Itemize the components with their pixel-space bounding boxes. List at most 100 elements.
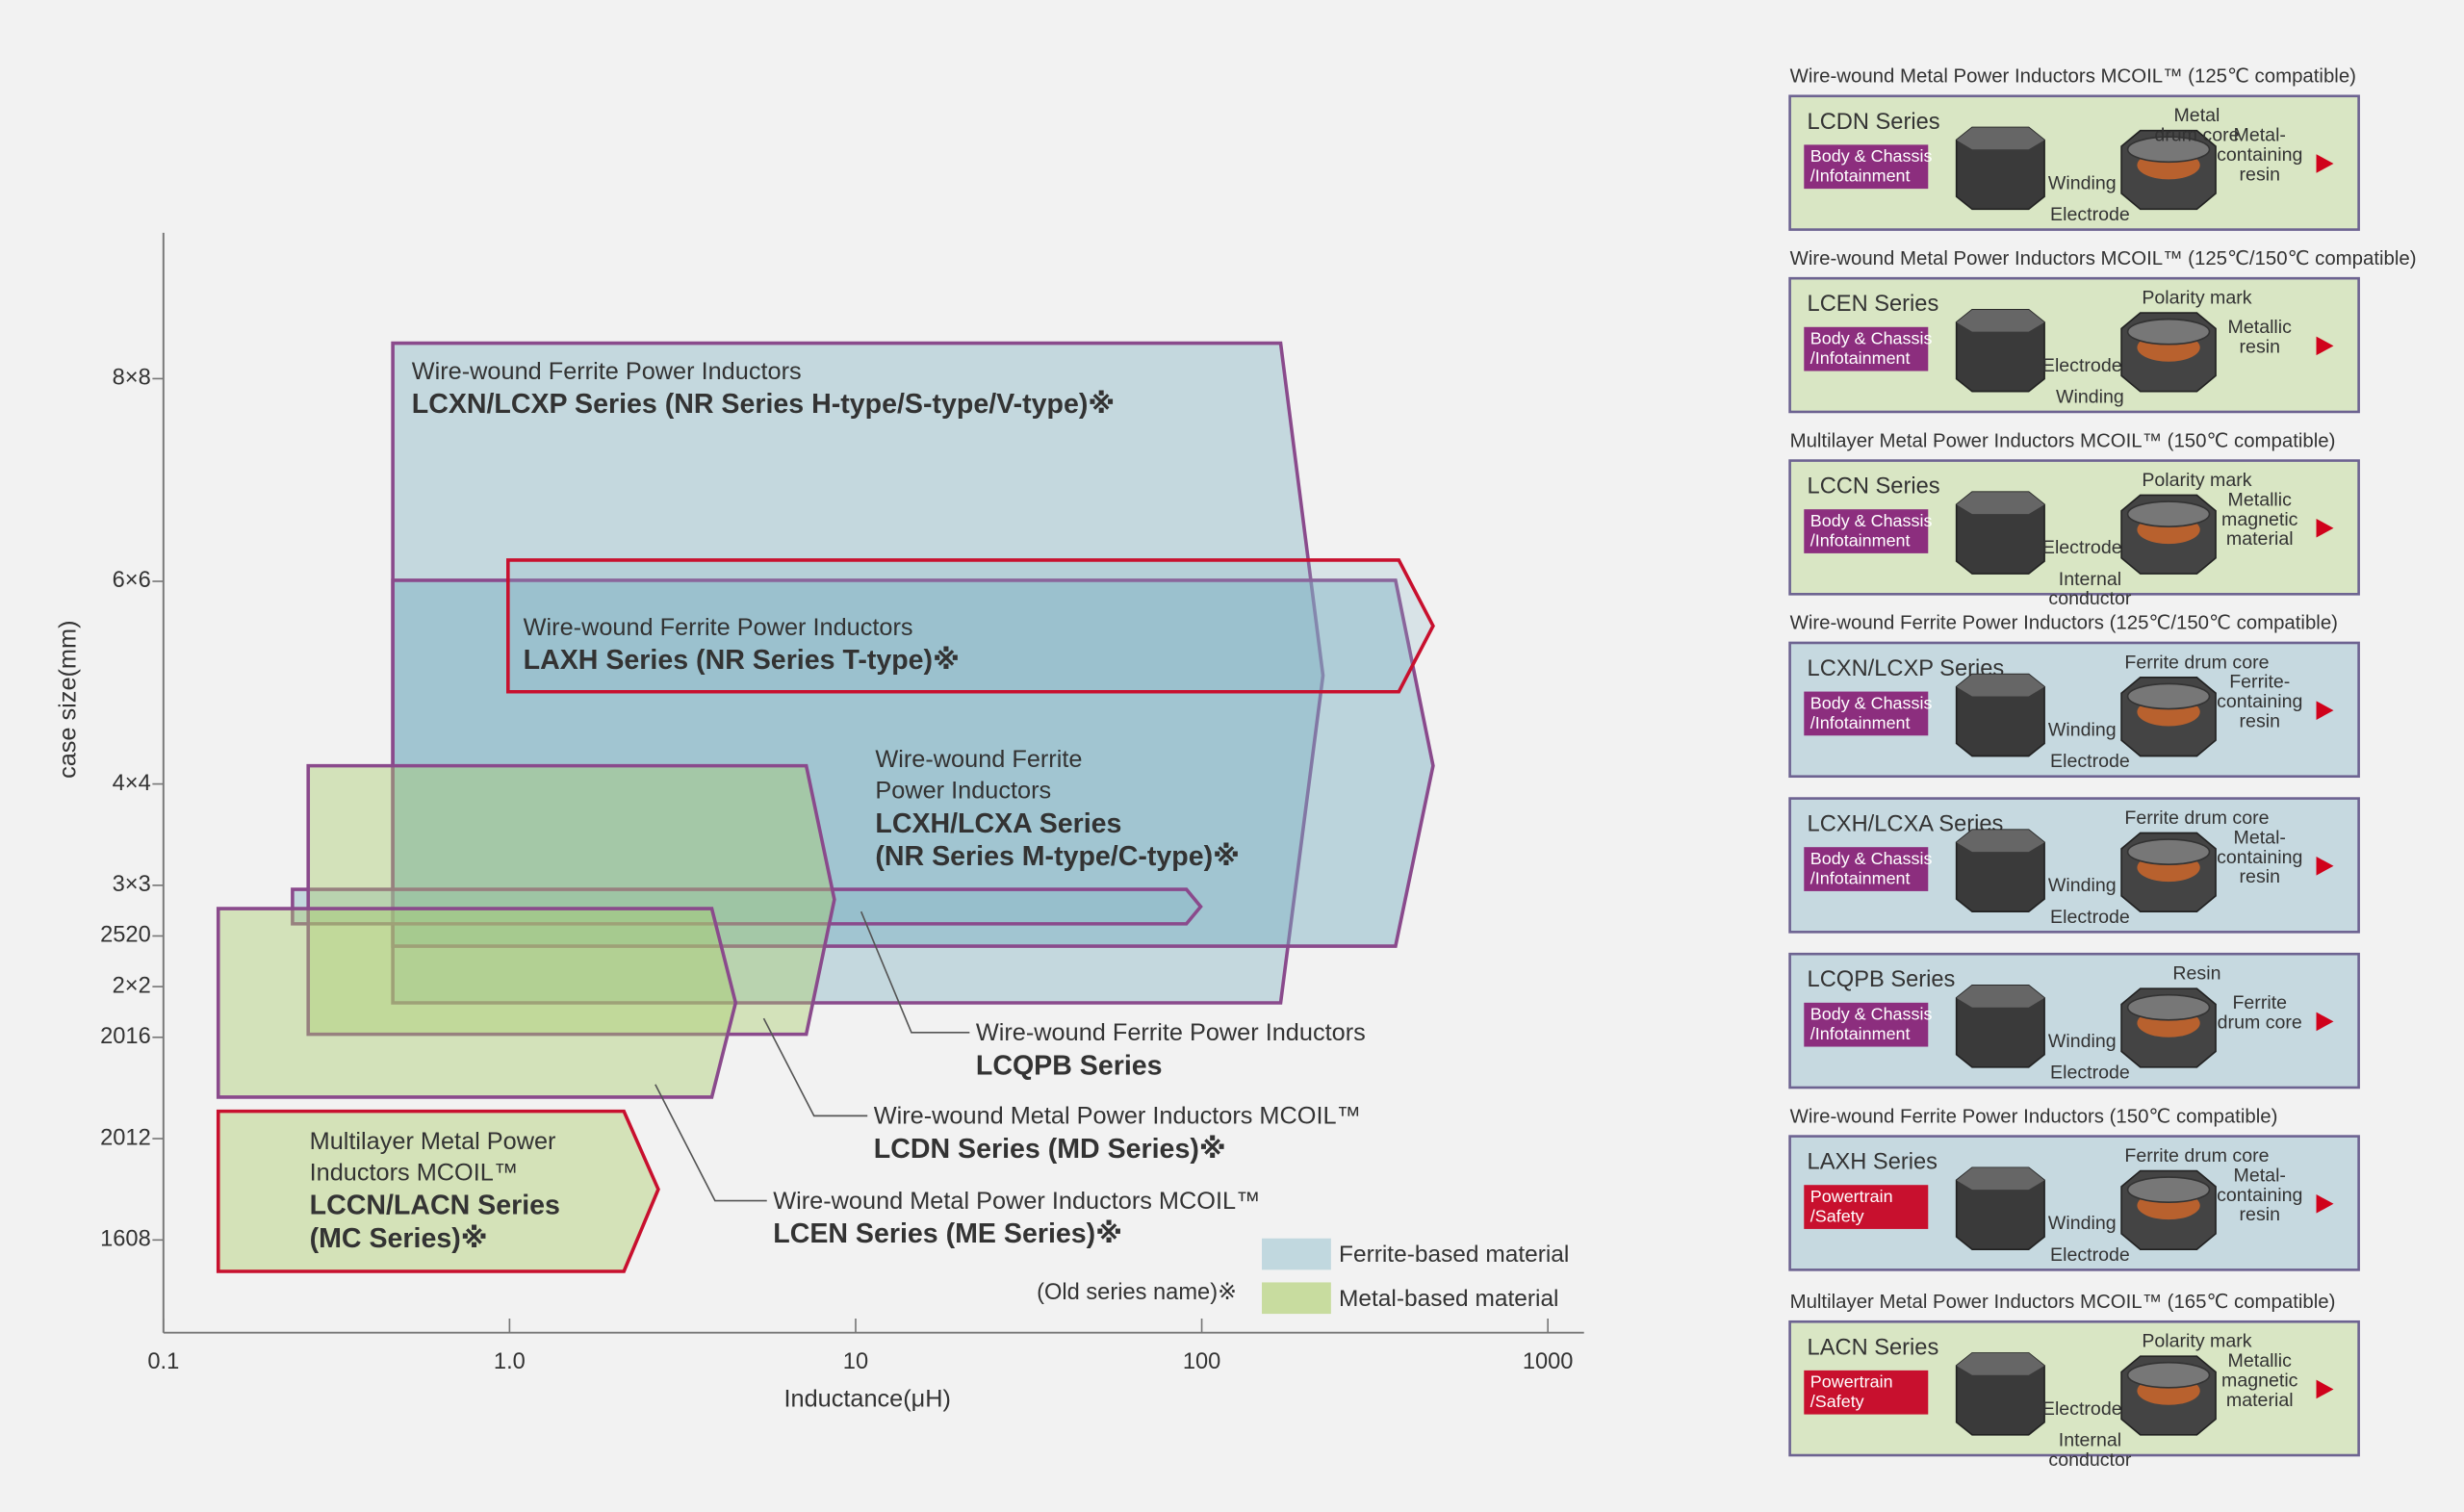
- card-series: LAXH Series: [1808, 1150, 1938, 1175]
- card-part-label: Polarity mark: [2142, 1331, 2251, 1352]
- region-series-label: LAXH Series (NR Series T-type)※: [524, 645, 960, 676]
- region: [506, 558, 1435, 694]
- card-part-label: Resin: [2172, 963, 2220, 985]
- region: [291, 887, 1203, 926]
- region: [216, 907, 738, 1099]
- card-arrow[interactable]: [2316, 1379, 2334, 1399]
- y-tick-label: 2520: [100, 923, 151, 948]
- card-part-label: resin: [2240, 164, 2280, 185]
- card-part-label: resin: [2240, 866, 2280, 887]
- card-part-label: resin: [2240, 1204, 2280, 1225]
- callout-line: [762, 1017, 868, 1117]
- card-part-label: Ferrite drum core: [2124, 1145, 2269, 1166]
- card-arrow[interactable]: [2316, 336, 2334, 356]
- card-part-label: material: [2226, 528, 2294, 550]
- card-tag: [1804, 1370, 1929, 1415]
- product-card[interactable]: Multilayer Metal Power Inductors MCOIL™ …: [1788, 1292, 2360, 1471]
- card-part-label: Electrode: [2050, 1244, 2130, 1266]
- card-part-label: Electrode: [2050, 751, 2130, 772]
- product-image-top: [1956, 127, 2045, 150]
- card-part-label: resin: [2240, 337, 2280, 358]
- y-tick-label: 8×8: [113, 366, 151, 391]
- region-family-label: Wire-wound Ferrite Power Inductors: [412, 358, 802, 385]
- card-series: LCQPB Series: [1808, 967, 1956, 992]
- card-heading: Multilayer Metal Power Inductors MCOIL™ …: [1790, 1292, 2336, 1313]
- card-part-label: Metal: [2174, 105, 2220, 126]
- product-image-top: [1956, 985, 2045, 1008]
- card-tag-label: Body & Chassis: [1810, 511, 1933, 530]
- product-card[interactable]: Wire-wound Ferrite Power Inductors (150℃…: [1788, 1106, 2360, 1271]
- card-part-label: magnetic: [2221, 1370, 2298, 1391]
- x-axis-title: Inductance(μH): [783, 1386, 950, 1413]
- card-heading: Multilayer Metal Power Inductors MCOIL™ …: [1790, 430, 2336, 451]
- card-tag-label: Body & Chassis: [1810, 849, 1933, 868]
- card-part-label: Winding: [2048, 1031, 2117, 1052]
- card-tag: [1804, 326, 1929, 372]
- region-family-label: Wire-wound Ferrite Power Inductors: [524, 614, 913, 641]
- card-part-label: containing: [2217, 691, 2302, 712]
- region-family-label: Power Inductors: [875, 778, 1051, 805]
- card-part-label: containing: [2217, 1185, 2302, 1206]
- card-heading: Wire-wound Metal Power Inductors MCOIL™ …: [1790, 66, 2356, 88]
- y-tick-label: 3×3: [113, 872, 151, 897]
- product-cards: Wire-wound Metal Power Inductors MCOIL™ …: [1788, 66, 2417, 1471]
- card-part-label: Winding: [2048, 172, 2117, 193]
- product-image-top: [1956, 674, 2045, 697]
- card-part-label: conductor: [2048, 1449, 2131, 1471]
- card-part-label: Ferrite drum core: [2124, 807, 2269, 829]
- card-part-label: Metallic: [2228, 1350, 2293, 1371]
- card-part-label: resin: [2240, 711, 2280, 732]
- x-tick-label: 0.1: [147, 1349, 179, 1374]
- card-tag-label: Powertrain: [1810, 1187, 1893, 1206]
- y-tick-label: 1608: [100, 1227, 151, 1252]
- card-arrow[interactable]: [2316, 154, 2334, 173]
- card-part-label: Ferrite-: [2229, 672, 2290, 693]
- card-part-label: Metal-: [2234, 1165, 2286, 1186]
- product-card[interactable]: Wire-wound Metal Power Inductors MCOIL™ …: [1788, 66, 2360, 231]
- card-series: LCCN Series: [1808, 474, 1940, 500]
- callout-line: [860, 910, 970, 1034]
- card-part-label: containing: [2217, 847, 2302, 868]
- product-image-top: [1956, 492, 2045, 515]
- card-part-label: Winding: [2056, 386, 2124, 407]
- product-core: [2126, 1176, 2211, 1203]
- product-image-top: [1956, 309, 2045, 332]
- card-tag-label: Body & Chassis: [1810, 1005, 1933, 1024]
- region-series-label: (NR Series M-type/C-type)※: [875, 841, 1240, 872]
- product-card[interactable]: LCQPB Series Body & Chassis/Infotainment R…: [1788, 952, 2360, 1089]
- callout-line: [654, 1084, 767, 1202]
- x-tick-label: 10: [843, 1349, 868, 1374]
- card-arrow[interactable]: [2316, 1012, 2334, 1032]
- card-part-label: containing: [2217, 144, 2302, 166]
- region-family-label: Wire-wound Metal Power Inductors MCOIL™: [874, 1103, 1361, 1130]
- product-core: [2126, 136, 2211, 164]
- y-axis-title: case size(mm): [55, 620, 82, 778]
- region-series-label: LCEN Series (ME Series)※: [773, 1218, 1122, 1249]
- card-tag-label: /Safety: [1810, 1392, 1864, 1411]
- card-part-label: Internal: [2059, 1430, 2121, 1451]
- product-card[interactable]: Wire-wound Metal Power Inductors MCOIL™ …: [1788, 248, 2417, 414]
- product-core: [2126, 993, 2211, 1021]
- card-part-label: drum core: [2154, 125, 2239, 146]
- product-card[interactable]: Multilayer Metal Power Inductors MCOIL™ …: [1788, 430, 2360, 609]
- card-tag: [1804, 509, 1929, 553]
- card-heading: Wire-wound Ferrite Power Inductors (125℃…: [1790, 613, 2338, 634]
- region-series-label: (MC Series)※: [310, 1223, 488, 1254]
- card-arrow[interactable]: [2316, 856, 2334, 876]
- product-card[interactable]: Wire-wound Ferrite Power Inductors (125℃…: [1788, 613, 2360, 779]
- region-family-label: Wire-wound Metal Power Inductors MCOIL™: [773, 1188, 1260, 1215]
- legend-label: Ferrite-based material: [1339, 1242, 1569, 1268]
- card-tag-label: Powertrain: [1810, 1372, 1893, 1392]
- region: [391, 578, 1435, 948]
- region-series-label: LCCN/LACN Series: [310, 1191, 560, 1221]
- card-arrow[interactable]: [2316, 1194, 2334, 1214]
- card-arrow[interactable]: [2316, 701, 2334, 720]
- card-part-label: Polarity mark: [2142, 288, 2251, 309]
- card-tag-label: /Safety: [1810, 1206, 1864, 1225]
- legend-swatch: [1262, 1238, 1331, 1270]
- card-part-label: Electrode: [2050, 1062, 2130, 1083]
- card-arrow[interactable]: [2316, 518, 2334, 538]
- chart: Wire-wound Ferrite Power Inductors LCXN/L…: [55, 232, 1584, 1413]
